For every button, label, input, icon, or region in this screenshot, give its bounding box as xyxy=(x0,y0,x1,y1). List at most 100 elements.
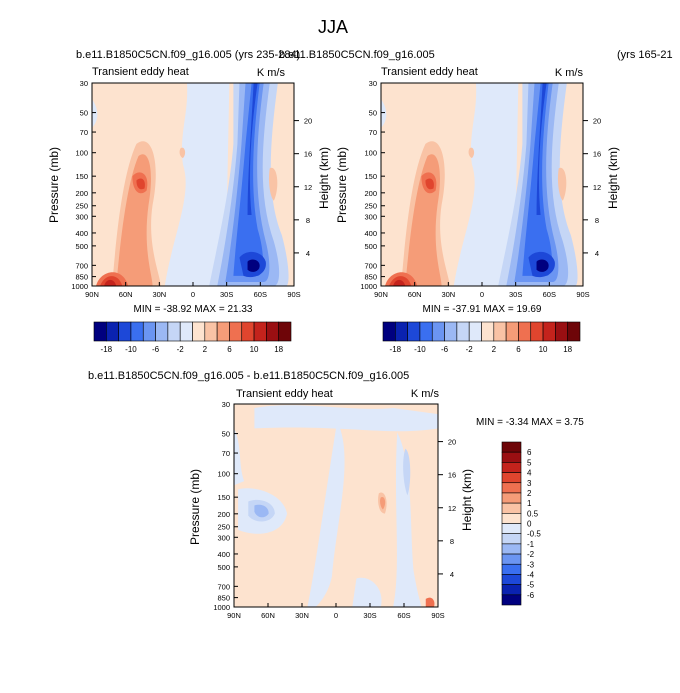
colorbar-label: 2 xyxy=(203,345,208,354)
colorbar-label: -6 xyxy=(441,345,449,354)
shade-neg-6 xyxy=(536,259,549,272)
shade-neg-2 xyxy=(254,504,269,518)
y-tick-label: 400 xyxy=(217,550,230,559)
x-tick-label: 30N xyxy=(295,611,309,620)
colorbar-swatch xyxy=(382,321,396,342)
shade-neg-weak xyxy=(234,428,245,486)
colorbar-label: 3 xyxy=(527,479,532,488)
y-tick-label: 400 xyxy=(364,229,377,238)
colorbar-label: -5 xyxy=(527,581,535,590)
y-tick-label: 850 xyxy=(75,273,88,282)
colorbar-swatch xyxy=(456,321,470,342)
y-tick-label: 150 xyxy=(217,493,230,502)
y-tick-label: 50 xyxy=(222,430,230,439)
colorbar-label: 6 xyxy=(516,345,521,354)
y-tick-label: 1000 xyxy=(213,603,230,612)
colorbar-swatch xyxy=(555,321,568,342)
shade-neg-weak xyxy=(164,83,230,286)
colorbar-swatch xyxy=(241,321,255,342)
chart-subtitle: Transient eddy heat xyxy=(381,66,478,78)
shade-pos-4 xyxy=(425,178,434,190)
colorbar-swatch xyxy=(431,321,445,342)
shade-neg-weak xyxy=(381,99,387,128)
x-tick-label: 30N xyxy=(152,290,166,299)
y-tick-label: 50 xyxy=(80,109,88,118)
x-tick-label: 60N xyxy=(119,290,133,299)
x-tick-label: 60S xyxy=(397,611,410,620)
colorbar-swatch xyxy=(501,462,522,473)
y-tick-label: 300 xyxy=(364,212,377,221)
y-right-tick-label: 8 xyxy=(306,216,310,225)
y-right-tick-label: 8 xyxy=(595,216,599,225)
colorbar-swatch xyxy=(501,533,522,545)
colorbar-swatch xyxy=(542,321,556,342)
colorbar-swatch xyxy=(118,321,132,342)
x-tick-label: 90N xyxy=(374,290,388,299)
colorbar-label: -18 xyxy=(390,345,402,354)
colorbar-label: -6 xyxy=(527,591,535,600)
y-tick-label: 1000 xyxy=(360,282,377,291)
x-tick-label: 90N xyxy=(227,611,241,620)
shade-neg-4 xyxy=(233,83,263,276)
colorbar-swatch xyxy=(229,321,243,342)
min-max-text: MIN = -38.92 MAX = 21.33 xyxy=(134,304,253,315)
contour-plot: 3050701001502002503004005007008501000481… xyxy=(213,400,456,620)
shade-pos-1 xyxy=(179,147,186,159)
colorbar-label: 2 xyxy=(492,345,497,354)
x-tick-label: 30N xyxy=(441,290,455,299)
y-axis-right-label: Height (km) xyxy=(317,147,331,209)
colorbar-swatch xyxy=(530,321,544,342)
x-tick-label: 0 xyxy=(480,290,484,299)
y-tick-label: 300 xyxy=(217,533,230,542)
y-right-tick-label: 4 xyxy=(450,570,454,579)
colorbar-swatch xyxy=(518,321,532,342)
y-tick-label: 700 xyxy=(217,582,230,591)
y-tick-label: 400 xyxy=(75,229,88,238)
x-tick-label: 30S xyxy=(363,611,376,620)
y-tick-label: 100 xyxy=(364,149,377,158)
y-tick-label: 200 xyxy=(75,189,88,198)
y-right-tick-label: 4 xyxy=(306,249,310,258)
colorbar-label: 10 xyxy=(250,345,259,354)
colorbar-swatch xyxy=(130,321,144,342)
case-label: b.e11.B1850C5CN.f09_g16.005 xyxy=(279,49,435,61)
shade-pos-1 xyxy=(268,167,278,201)
y-tick-label: 250 xyxy=(75,202,88,211)
colorbar-label: -1 xyxy=(527,540,535,549)
page-title: JJA xyxy=(318,17,348,37)
colorbar-label: 1 xyxy=(527,499,532,508)
colorbar-swatch xyxy=(501,563,522,575)
shade-neg-5 xyxy=(247,83,258,215)
y-tick-label: 30 xyxy=(369,79,377,88)
colorbar-swatch xyxy=(167,321,181,342)
shade-neg-weak xyxy=(393,432,422,607)
y-tick-label: 70 xyxy=(369,128,377,137)
colorbar-label: 10 xyxy=(539,345,548,354)
x-tick-label: 90S xyxy=(576,290,589,299)
y-right-tick-label: 16 xyxy=(448,471,456,480)
y-tick-label: 50 xyxy=(369,109,377,118)
y-tick-label: 700 xyxy=(364,261,377,270)
y-axis-right-label: Height (km) xyxy=(606,147,620,209)
x-tick-label: 0 xyxy=(191,290,195,299)
colorbar-label: -4 xyxy=(527,570,535,579)
case-label-right: (yrs 165-21 xyxy=(617,49,673,61)
x-tick-label: 0 xyxy=(334,611,338,620)
y-right-tick-label: 20 xyxy=(593,117,601,126)
colorbar-label: 0 xyxy=(527,520,532,529)
colorbar-swatch xyxy=(501,502,522,514)
colorbar-label: -18 xyxy=(101,345,113,354)
y-tick-label: 850 xyxy=(217,594,230,603)
shade-neg-6 xyxy=(247,259,260,272)
shade-neg-weak xyxy=(92,99,98,128)
y-right-tick-label: 8 xyxy=(450,537,454,546)
units-label: K m/s xyxy=(555,67,584,79)
shade-pos-1 xyxy=(557,167,567,201)
shade-neg-weak xyxy=(254,405,438,432)
colorbar-swatch xyxy=(501,574,522,585)
colorbar-label: -6 xyxy=(152,345,160,354)
x-tick-label: 30S xyxy=(509,290,522,299)
x-tick-label: 90S xyxy=(287,290,300,299)
colorbar-swatch xyxy=(501,523,522,534)
